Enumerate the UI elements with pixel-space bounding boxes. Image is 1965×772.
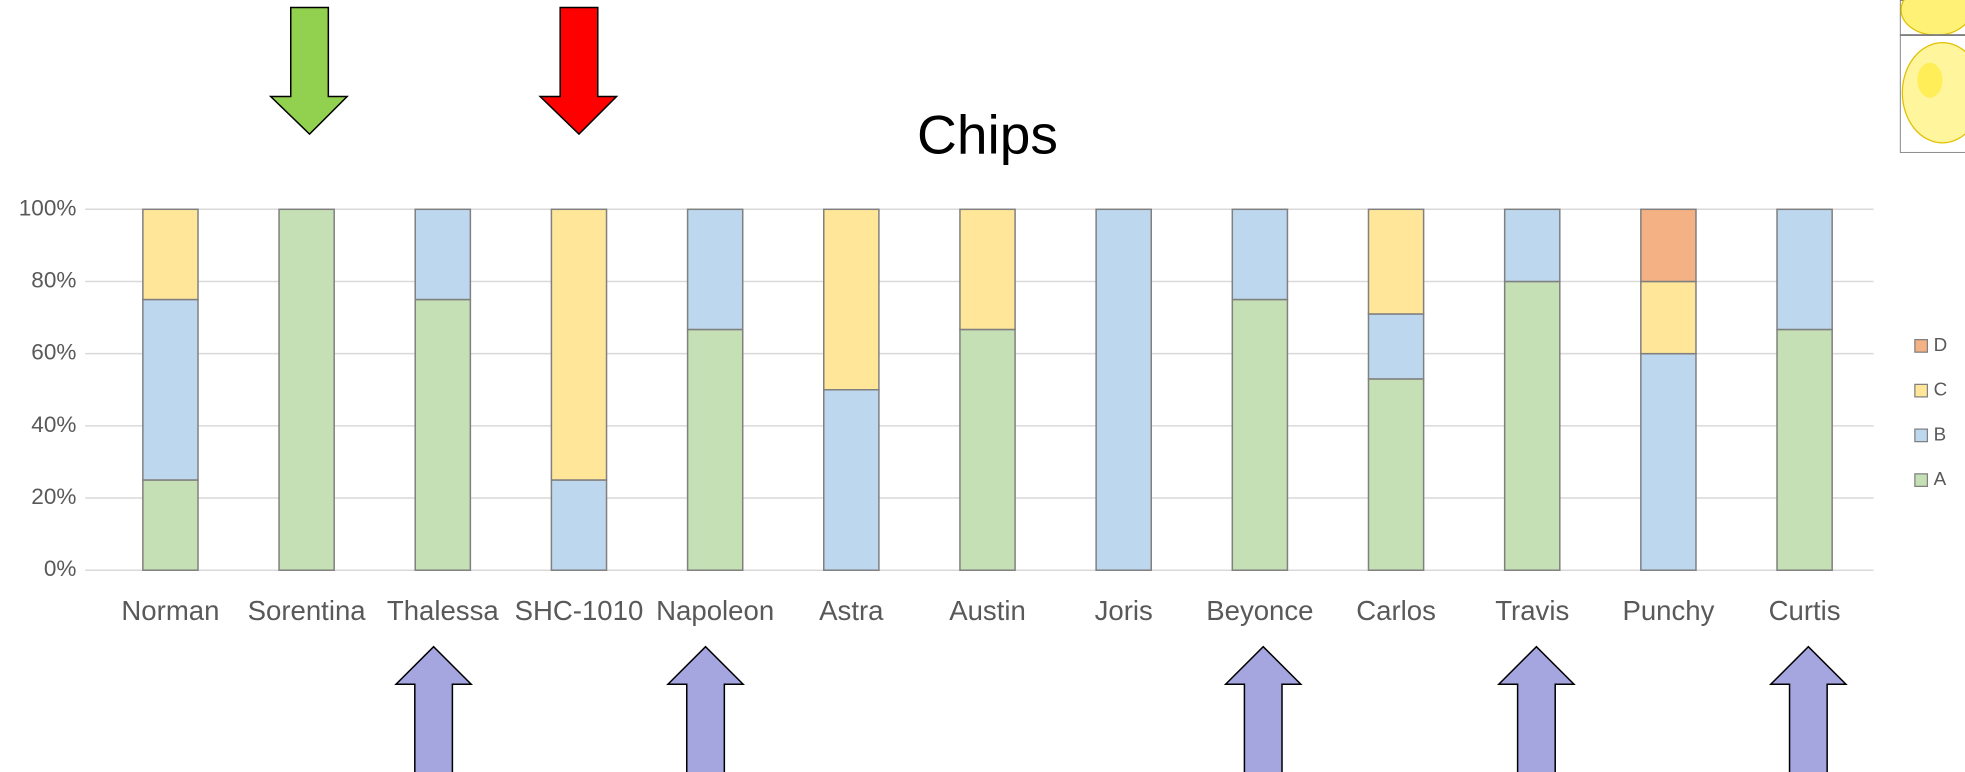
bar-segment	[414, 208, 472, 301]
bar-segment	[823, 208, 880, 391]
chip-photo	[1899, 0, 1965, 153]
bar-segment	[1367, 313, 1425, 380]
chart-title: Chips	[917, 104, 1058, 166]
purple-arrows	[394, 645, 1848, 772]
bar-segment	[1367, 378, 1425, 571]
bar-segment	[1503, 280, 1561, 571]
x-tick-label: Austin	[949, 595, 1026, 626]
bar-segment	[142, 479, 199, 571]
x-tick-label: Travis	[1495, 595, 1569, 626]
bar-segment	[959, 208, 1016, 331]
x-tick-label: Thalessa	[387, 595, 500, 626]
legend-swatch	[1914, 383, 1929, 398]
legend-label: D	[1934, 334, 1948, 355]
bar-segment	[1640, 208, 1697, 283]
bar-segment	[142, 208, 199, 301]
bar-segment	[1095, 208, 1153, 571]
bar-segment	[550, 208, 608, 481]
y-tick-label: 80%	[31, 267, 76, 292]
bar-segment	[1503, 208, 1561, 283]
bar-segment	[278, 208, 335, 571]
x-tick-label: Curtis	[1769, 595, 1841, 626]
y-tick-label: 40%	[31, 412, 76, 437]
y-tick-label: 100%	[19, 195, 77, 220]
green-arrow	[268, 6, 349, 136]
x-tick-label: Norman	[121, 595, 219, 626]
bar-segment	[686, 208, 744, 331]
red-arrow	[538, 6, 619, 136]
x-tick-label: Joris	[1095, 595, 1153, 626]
bar-segment	[1231, 298, 1289, 571]
bar-segment	[686, 328, 744, 571]
bar-segment	[1640, 280, 1697, 355]
bar-segment	[823, 389, 880, 571]
bar-segment	[959, 328, 1016, 571]
legend-swatch	[1914, 339, 1929, 353]
bar-segment	[550, 479, 608, 571]
y-tick-label: 60%	[31, 340, 76, 365]
bar-segment	[1776, 208, 1833, 331]
x-tick-label: Beyonce	[1206, 595, 1313, 626]
x-tick-label: Punchy	[1622, 595, 1714, 626]
bar-segment	[1367, 208, 1425, 315]
legend-label: B	[1934, 423, 1947, 444]
bar-segment	[414, 298, 472, 571]
x-tick-label: Sorentina	[248, 595, 367, 626]
y-tick-label: 0%	[44, 556, 77, 581]
bar-segment	[1231, 208, 1289, 301]
legend-label: C	[1934, 379, 1948, 400]
x-tick-label: Napoleon	[656, 595, 774, 626]
x-tick-label: Carlos	[1356, 595, 1436, 626]
x-tick-label: Astra	[819, 595, 884, 626]
bar-segment	[1640, 352, 1697, 571]
legend-label: A	[1934, 468, 1947, 489]
bar-segment	[1776, 328, 1833, 571]
legend-swatch	[1914, 473, 1929, 488]
legend-swatch	[1914, 428, 1929, 443]
x-tick-label: SHC-1010	[515, 595, 644, 626]
y-tick-label: 20%	[31, 484, 76, 509]
bar-segment	[142, 298, 199, 481]
